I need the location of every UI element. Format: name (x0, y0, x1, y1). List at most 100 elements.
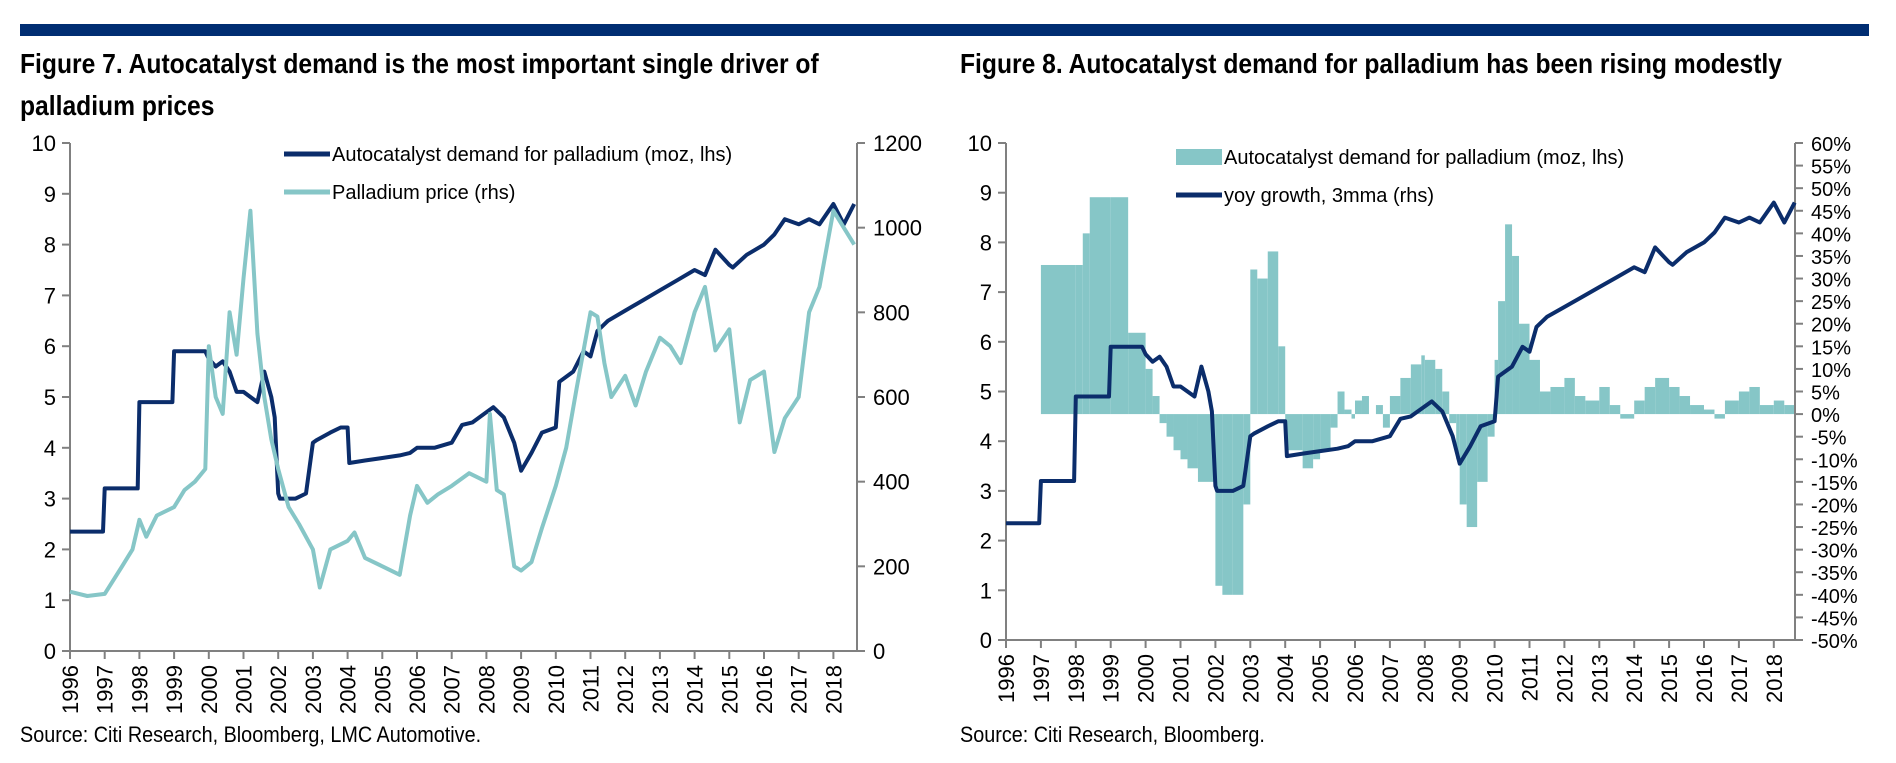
left-tick-label: 9 (980, 181, 992, 206)
bar (1759, 405, 1774, 415)
right-tick-label: 45% (1811, 202, 1851, 224)
bar (1278, 346, 1286, 415)
figure8-source: Source: Citi Research, Bloomberg. (960, 722, 1265, 747)
bar (1302, 414, 1314, 469)
bar (1410, 364, 1422, 415)
bar (1215, 414, 1223, 586)
right-tick-label: 55% (1811, 157, 1851, 179)
right-tick-label: -45% (1811, 608, 1858, 630)
palladium-price-line (69, 208, 856, 598)
left-tick-label: 10 (32, 131, 56, 156)
figure7-title-line2: palladium prices (20, 90, 215, 121)
bar (1442, 391, 1450, 415)
x-tick-label: 2003 (301, 665, 326, 714)
right-tick-label: 60% (1811, 134, 1851, 156)
left-tick-label: 7 (980, 280, 992, 305)
x-tick-label: 2018 (1762, 654, 1787, 703)
right-tick-label: -20% (1811, 495, 1858, 517)
left-tick-label: 8 (44, 233, 56, 258)
x-tick-label: 1999 (1099, 654, 1124, 703)
right-tick-label: 5% (1811, 383, 1840, 405)
bar (1599, 386, 1610, 415)
bar (1082, 233, 1090, 415)
x-tick-label: 2017 (1727, 654, 1752, 703)
left-tick-label: 10 (968, 131, 992, 156)
bar (1505, 224, 1513, 415)
right-tick-label: 800 (873, 300, 910, 325)
x-tick-label: 2016 (752, 665, 777, 714)
bar (1519, 323, 1530, 415)
left-tick-label: 2 (44, 537, 56, 562)
bar (1609, 405, 1621, 415)
left-tick-label: 2 (980, 529, 992, 554)
bar (1389, 396, 1401, 415)
legend-label: yoy growth, 3mma (rhs) (1224, 185, 1434, 207)
left-tick-label: 3 (980, 479, 992, 504)
x-tick-label: 1997 (1029, 654, 1054, 703)
bar (1669, 386, 1680, 415)
legend-label: Palladium price (rhs) (332, 182, 515, 204)
x-tick-label: 2008 (1413, 654, 1438, 703)
bar (1075, 264, 1083, 415)
right-tick-label: 1000 (873, 216, 922, 241)
x-tick-label: 2010 (1483, 654, 1508, 703)
x-tick-label: 2001 (1169, 654, 1194, 703)
left-tick-label: 7 (44, 283, 56, 308)
bar (1539, 391, 1551, 415)
figure7-title: Figure 7. Autocatalyst demand is the mos… (20, 48, 819, 79)
right-tick-label: 600 (873, 385, 910, 410)
left-tick-label: 6 (980, 330, 992, 355)
bar (1634, 400, 1645, 415)
demand-line (1006, 200, 1797, 526)
bar (1424, 359, 1436, 415)
bar (1145, 368, 1153, 415)
bar (1564, 377, 1575, 415)
bar (1257, 278, 1268, 415)
demand-line (70, 202, 856, 534)
x-tick-label: 2015 (717, 665, 742, 714)
left-tick-label: 5 (44, 385, 56, 410)
left-tick-label: 0 (980, 628, 992, 653)
left-tick-label: 8 (980, 230, 992, 255)
left-tick-label: 9 (44, 182, 56, 207)
bar (1620, 414, 1635, 419)
left-tick-label: 4 (44, 436, 56, 461)
bar (1529, 359, 1540, 415)
bar (1040, 264, 1076, 415)
right-tick-label: -15% (1811, 473, 1858, 495)
x-tick-label: 2005 (1308, 654, 1333, 703)
bar (1749, 386, 1760, 415)
left-tick-label: 1 (44, 588, 56, 613)
x-tick-label: 2006 (405, 665, 430, 714)
left-tick-label: 5 (980, 380, 992, 405)
bar (1355, 400, 1362, 415)
right-tick-label: 20% (1811, 315, 1851, 337)
x-tick-label: 2005 (370, 665, 395, 714)
left-tick-label: 1 (980, 578, 992, 603)
right-tick-label: 1200 (873, 131, 922, 156)
bar (1166, 414, 1174, 437)
bar (1679, 396, 1691, 415)
x-tick-label: 1996 (994, 654, 1019, 703)
bar (1337, 391, 1345, 415)
right-tick-label: 50% (1811, 179, 1851, 201)
bar (1773, 400, 1785, 415)
bar (1784, 405, 1795, 415)
x-tick-label: 1996 (58, 665, 83, 714)
x-tick-label: 2002 (266, 665, 291, 714)
bar (1644, 386, 1656, 415)
right-tick-label: -10% (1811, 450, 1858, 472)
right-tick-label: 400 (873, 470, 910, 495)
x-tick-label: 2014 (1622, 654, 1647, 703)
x-tick-label: 2001 (232, 665, 257, 714)
bar (1285, 414, 1303, 451)
bar (1159, 414, 1167, 424)
x-tick-label: 1998 (1064, 654, 1089, 703)
bar (1152, 396, 1160, 415)
bar (1180, 414, 1188, 460)
bar (1421, 355, 1425, 415)
figure8-chart: 0 1 2 3 4 5 6 7 8 9 10 -50%-45%-40%-35%-30%-25%-20%… (968, 131, 1858, 703)
right-tick-label: 15% (1811, 337, 1851, 359)
x-tick-label: 2004 (1273, 654, 1298, 703)
bar (1690, 405, 1704, 415)
